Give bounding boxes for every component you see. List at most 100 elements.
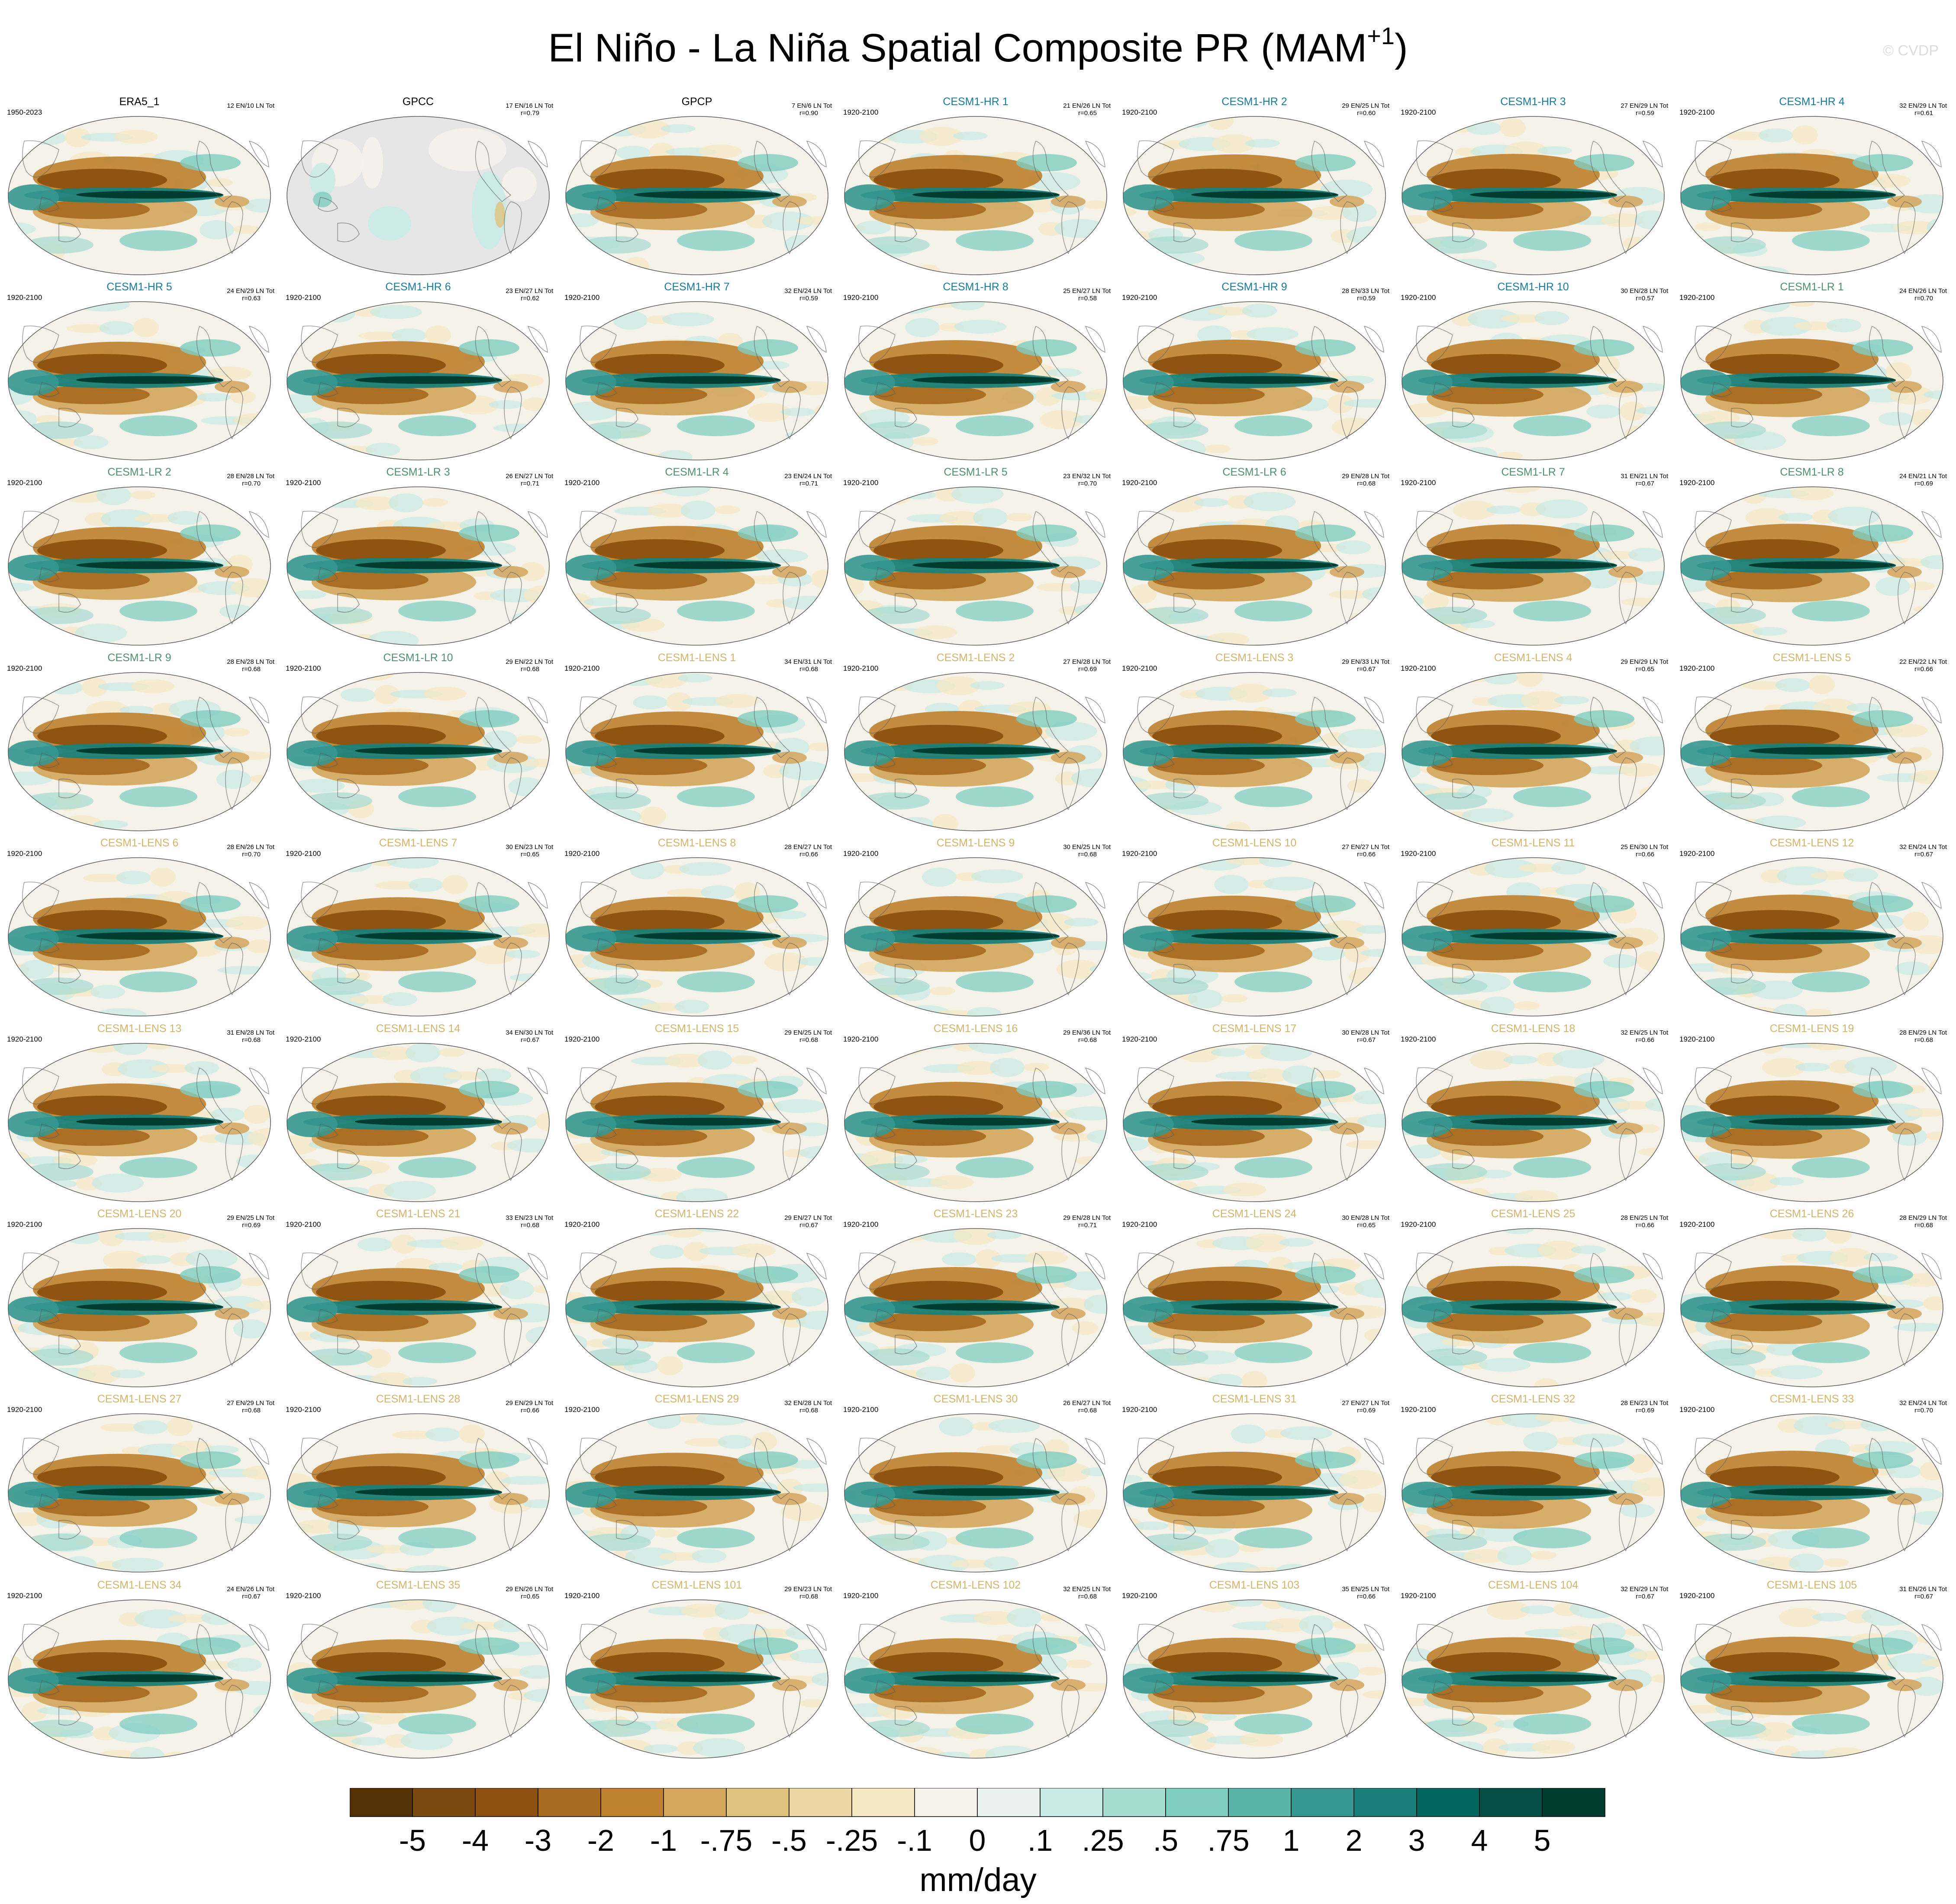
title-superscript: +1 (1367, 22, 1395, 49)
colorbar-tick-label: -1 (650, 1824, 677, 1857)
panel-years: 1920-2100 (7, 479, 42, 487)
composite-map (1680, 672, 1943, 831)
colorbar-tick-label: -.1 (897, 1824, 932, 1857)
panel-event-counts: 29 EN/28 LN Tot (1342, 473, 1389, 480)
panel-event-counts: 27 EN/29 LN Tot (227, 1399, 274, 1407)
panel-correlation: r=0.68 (799, 1036, 818, 1044)
map-panel: CESM1-LENS 15 1920-2100 29 EN/25 LN Tot r=0… (558, 1022, 835, 1206)
colorbar-swatch (977, 1788, 1041, 1817)
panel-event-counts: 34 EN/30 LN Tot (506, 1029, 553, 1036)
panel-correlation: r=0.67 (1914, 851, 1933, 858)
panel-years: 1920-2100 (1401, 479, 1436, 487)
map-panel: CESM1-LENS 16 1920-2100 29 EN/36 LN Tot r=0… (837, 1022, 1114, 1206)
panel-years: 1920-2100 (1122, 1220, 1157, 1229)
panel-title: CESM1-LR 9 (107, 652, 171, 664)
composite-map (8, 116, 271, 275)
map-panel: CESM1-LR 5 1920-2100 23 EN/32 LN Tot r=0.70 (837, 466, 1114, 650)
panel-years: 1920-2100 (1401, 1405, 1436, 1414)
composite-map (1402, 857, 1665, 1016)
composite-map (844, 857, 1107, 1016)
panel-event-counts: 25 EN/30 LN Tot (1621, 843, 1668, 851)
panel-correlation: r=0.57 (1636, 295, 1654, 302)
map-panel: CESM1-LENS 2 1920-2100 27 EN/28 LN Tot r=0.… (837, 651, 1114, 835)
panel-event-counts: 24 EN/26 LN Tot (227, 1586, 274, 1593)
composite-map (1680, 857, 1943, 1016)
colorbar-swatch (1479, 1788, 1543, 1817)
composite-map (1402, 301, 1665, 460)
panel-event-counts: 27 EN/27 LN Tot (1342, 1399, 1389, 1407)
panel-correlation: r=0.68 (1078, 851, 1097, 858)
colorbar-tick-label: .5 (1153, 1824, 1178, 1857)
panel-event-counts: 30 EN/25 LN Tot (1063, 843, 1111, 851)
panel-correlation: r=0.68 (1078, 1593, 1097, 1600)
composite-map (565, 1228, 828, 1387)
colorbar-swatch (914, 1788, 978, 1817)
panel-event-counts: 22 EN/22 LN Tot (1899, 658, 1947, 666)
panel-title: CESM1-LENS 22 (654, 1208, 739, 1220)
panel-correlation: r=0.68 (242, 1036, 261, 1044)
colorbar-tick-label: .25 (1082, 1824, 1124, 1857)
composite-map (1680, 1228, 1943, 1387)
panel-correlation: r=0.68 (799, 666, 818, 673)
panel-title: CESM1-LENS 1 (657, 652, 736, 664)
panel-title: CESM1-LR 6 (1222, 466, 1286, 478)
panel-event-counts: 7 EN/6 LN Tot (791, 102, 832, 109)
panel-correlation: r=0.59 (1636, 109, 1654, 117)
panel-event-counts: 21 EN/26 LN Tot (1063, 102, 1111, 109)
panel-title: CESM1-LENS 8 (657, 837, 736, 849)
composite-map (1402, 1228, 1665, 1387)
panel-title: CESM1-HR 7 (664, 281, 730, 293)
panel-correlation: r=0.68 (242, 666, 261, 673)
map-panel: CESM1-LENS 22 1920-2100 29 EN/27 LN Tot r=0… (558, 1207, 835, 1391)
map-panel: CESM1-LENS 31 1920-2100 27 EN/27 LN Tot r=0… (1116, 1393, 1393, 1576)
panel-years: 1920-2100 (1401, 1220, 1436, 1229)
composite-map (844, 672, 1107, 831)
panel-event-counts: 29 EN/22 LN Tot (506, 658, 553, 666)
panel-years: 1920-2100 (564, 664, 600, 672)
panel-title: CESM1-LENS 26 (1769, 1208, 1854, 1220)
panel-title: CESM1-LENS 7 (379, 837, 458, 849)
panel-event-counts: 28 EN/28 LN Tot (227, 473, 274, 480)
panel-event-counts: 28 EN/23 LN Tot (1621, 1399, 1668, 1407)
panel-title: GPCP (681, 96, 712, 108)
map-panel: CESM1-LENS 105 1920-2100 31 EN/26 LN Tot r=… (1673, 1579, 1950, 1762)
map-panel: CESM1-LENS 9 1920-2100 30 EN/25 LN Tot r=0.… (837, 836, 1114, 1020)
colorbar-swatch (1416, 1788, 1480, 1817)
colorbar-swatch (1353, 1788, 1417, 1817)
composite-map (844, 1228, 1107, 1387)
panel-event-counts: 32 EN/29 LN Tot (1899, 102, 1947, 109)
title-close: ) (1395, 26, 1408, 70)
panel-event-counts: 35 EN/25 LN Tot (1342, 1586, 1389, 1593)
panel-years: 1920-2100 (1122, 1035, 1157, 1043)
panel-event-counts: 27 EN/29 LN Tot (1621, 102, 1668, 109)
panel-event-counts: 32 EN/28 LN Tot (784, 1399, 832, 1407)
panel-correlation: r=0.67 (521, 1036, 539, 1044)
composite-map (565, 1043, 828, 1202)
panel-correlation: r=0.65 (1636, 666, 1654, 673)
panel-title: CESM1-LR 2 (107, 466, 171, 478)
panel-correlation: r=0.59 (1357, 295, 1376, 302)
panel-title: CESM1-LENS 13 (97, 1023, 182, 1035)
panel-years: 1920-2100 (1679, 1220, 1715, 1229)
composite-map (844, 301, 1107, 460)
panel-correlation: r=0.70 (242, 480, 261, 487)
map-panel: CESM1-HR 5 1920-2100 24 EN/29 LN Tot r=0.63 (1, 280, 278, 464)
map-panel: CESM1-HR 8 1920-2100 25 EN/27 LN Tot r=0.58 (837, 280, 1114, 464)
panel-correlation: r=0.71 (799, 480, 818, 487)
panel-title: CESM1-LENS 35 (376, 1579, 461, 1591)
panel-event-counts: 23 EN/27 LN Tot (506, 287, 553, 295)
panel-years: 1920-2100 (1401, 108, 1436, 116)
panel-correlation: r=0.70 (1914, 295, 1933, 302)
panel-title: CESM1-LENS 34 (97, 1579, 182, 1591)
panel-event-counts: 23 EN/32 LN Tot (1063, 473, 1111, 480)
title-text: El Niño - La Niña Spatial Composite PR (… (548, 26, 1367, 70)
panel-event-counts: 34 EN/31 LN Tot (784, 658, 832, 666)
map-panel: CESM1-LR 8 1920-2100 24 EN/21 LN Tot r=0.69 (1673, 466, 1950, 650)
panel-event-counts: 24 EN/26 LN Tot (1899, 287, 1947, 295)
panel-correlation: r=0.58 (1078, 295, 1097, 302)
map-panel: CESM1-LENS 8 1920-2100 28 EN/27 LN Tot r=0.… (558, 836, 835, 1020)
composite-map (287, 301, 550, 460)
panel-event-counts: 29 EN/25 LN Tot (784, 1029, 832, 1036)
panel-event-counts: 17 EN/16 LN Tot (506, 102, 553, 109)
colorbar-swatch (1040, 1788, 1103, 1817)
